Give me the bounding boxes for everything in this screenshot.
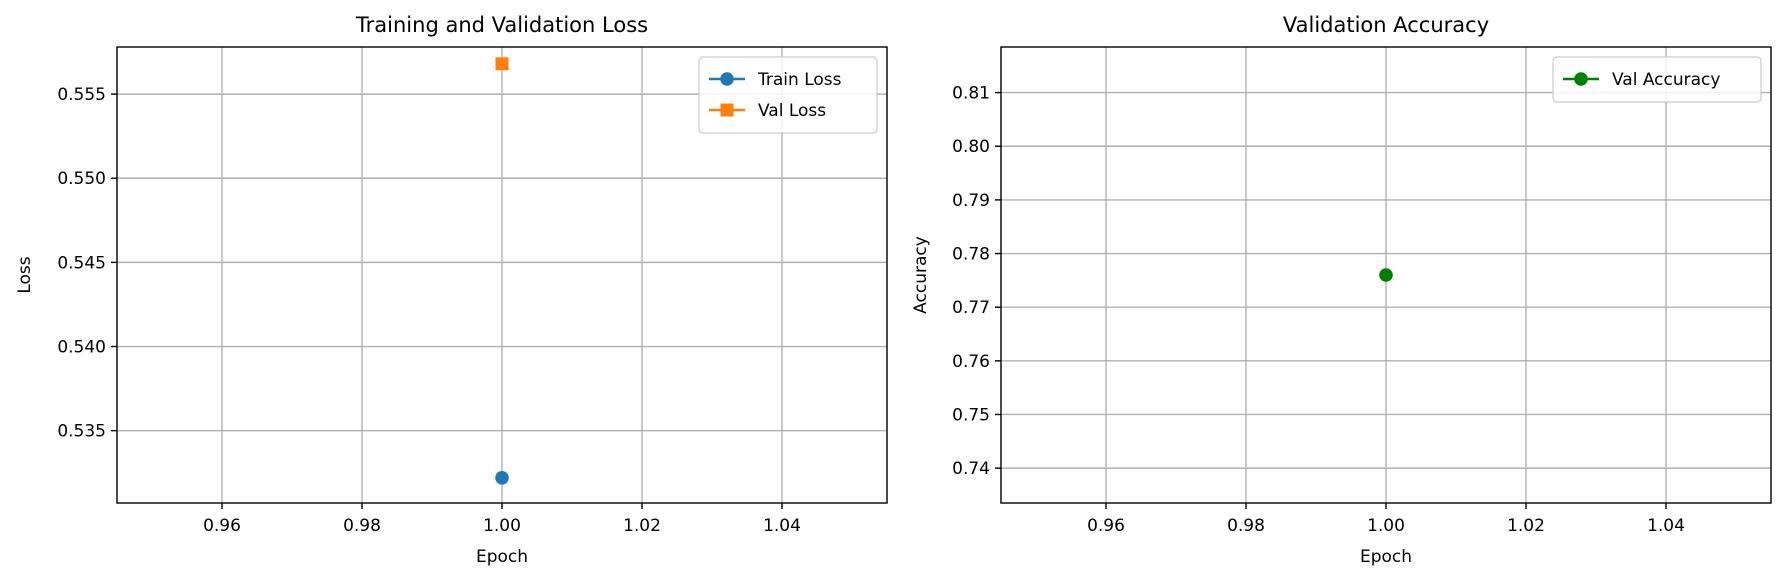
legend: Train Loss Val Loss (698, 56, 878, 134)
y-tick-label: 0.74 (952, 459, 990, 479)
x-tick-label: 1.04 (763, 516, 801, 536)
x-tick-label: 1.02 (623, 516, 661, 536)
y-tick-label: 0.75 (952, 405, 990, 425)
data-point-train-loss (495, 470, 509, 485)
legend-marker (720, 72, 734, 86)
chart-title: Training and Validation Loss (355, 13, 648, 37)
chart-1: 0.96 0.98 1.00 1.02 1.04 0.535 0.540 0.545 0.550… (15, 13, 888, 567)
legend-label: Train Loss (757, 70, 842, 90)
plot-frame (116, 46, 888, 504)
y-tick-label: 0.555 (57, 85, 106, 105)
data-point-val-loss (495, 57, 509, 71)
x-axis-label: Epoch (1360, 547, 1412, 567)
y-tick-label: 0.77 (952, 298, 990, 318)
y-tick-label: 0.79 (952, 191, 990, 211)
x-tick-label: 1.00 (483, 516, 521, 536)
x-tick-label: 0.98 (1227, 516, 1265, 536)
y-tick-label: 0.535 (57, 422, 106, 442)
legend-label: Val Loss (758, 101, 826, 121)
x-tick-label: 1.04 (1647, 516, 1685, 536)
x-tick-label: 1.00 (1367, 516, 1405, 536)
y-tick-label: 0.80 (952, 137, 990, 157)
legend-box (1552, 56, 1762, 103)
legend-marker (720, 103, 734, 117)
y-tick-label: 0.545 (57, 253, 106, 273)
x-tick-label: 0.98 (343, 516, 381, 536)
y-tick-label: 0.81 (952, 84, 990, 104)
y-tick-label: 0.550 (57, 169, 106, 189)
x-tick-label: 1.02 (1507, 516, 1545, 536)
legend-marker (1574, 72, 1588, 86)
y-tick-label: 0.540 (57, 338, 106, 358)
y-axis-label: Accuracy (911, 236, 931, 314)
chart-title: Validation Accuracy (1283, 13, 1489, 37)
y-tick-label: 0.76 (952, 352, 990, 372)
x-tick-label: 0.96 (203, 516, 241, 536)
legend-box (698, 56, 878, 134)
plot-frame (1000, 46, 1772, 504)
legend: Val Accuracy (1552, 56, 1762, 103)
chart-2: 0.96 0.98 1.00 1.02 1.04 0.74 0.75 0.76 0.77 0.78… (911, 13, 1772, 567)
x-tick-label: 0.96 (1087, 516, 1125, 536)
y-axis-label: Loss (15, 256, 35, 293)
legend-label: Val Accuracy (1612, 70, 1720, 90)
y-tick-label: 0.78 (952, 245, 990, 265)
x-axis-label: Epoch (476, 547, 528, 567)
data-point-val-accuracy (1379, 268, 1393, 282)
